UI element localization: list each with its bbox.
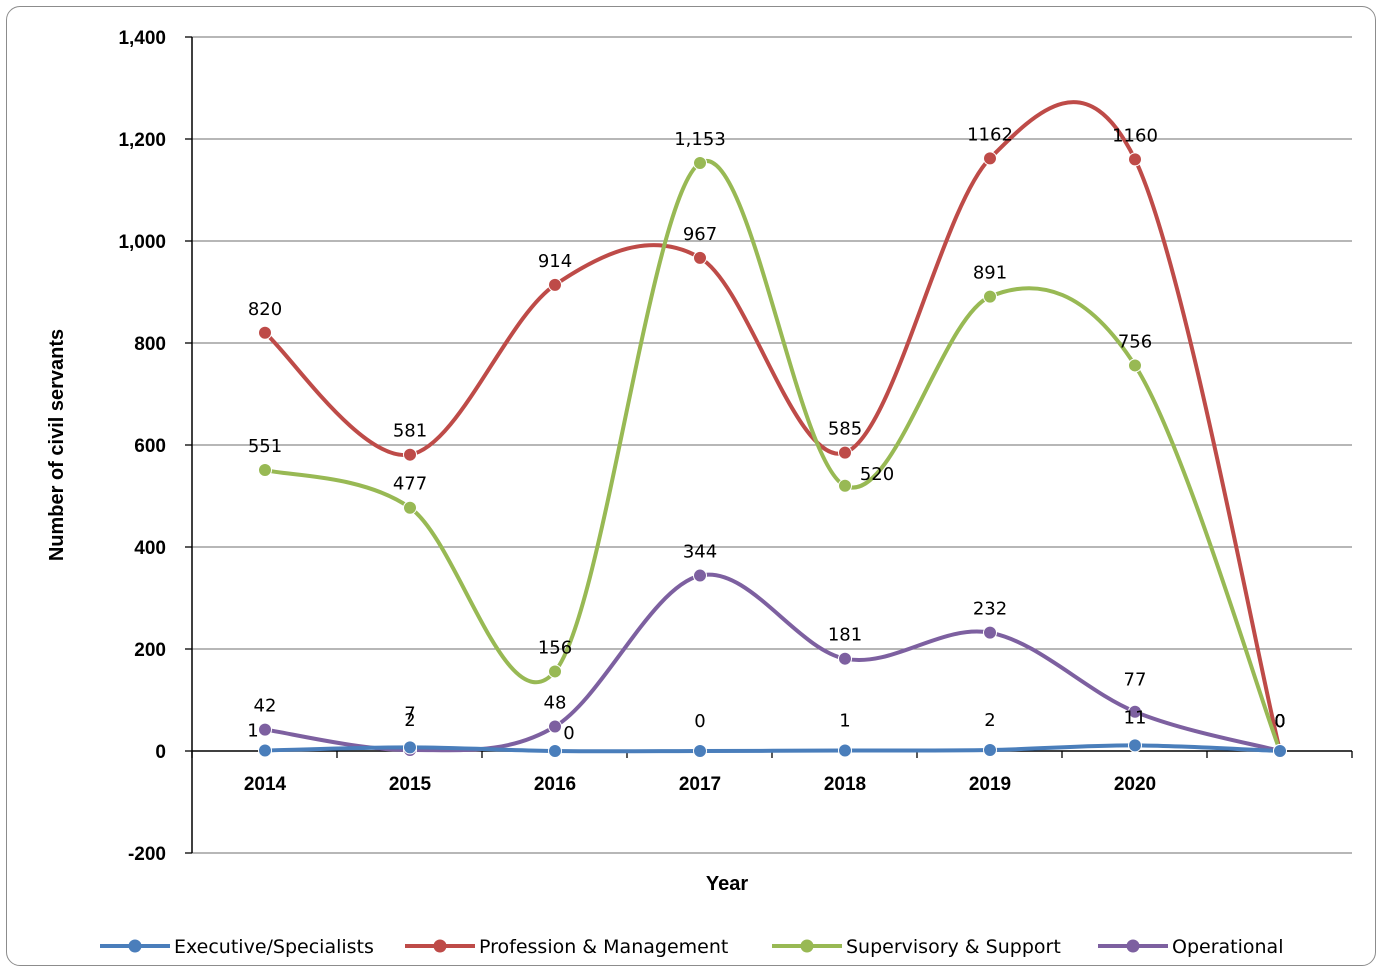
data-label: 1,153 xyxy=(674,129,726,150)
y-tick-label: 200 xyxy=(134,640,166,661)
series-line-0 xyxy=(263,743,1282,754)
legend-marker-0 xyxy=(128,939,142,953)
data-label: 7 xyxy=(404,703,415,724)
data-point xyxy=(983,289,997,304)
data-label: 1 xyxy=(839,710,850,731)
x-tick-label: 2015 xyxy=(389,774,432,795)
data-label: 0 xyxy=(1274,711,1285,732)
data-point xyxy=(1128,152,1142,167)
data-label: 891 xyxy=(973,263,1007,284)
data-point xyxy=(838,478,852,493)
legend-label-0: Executive/Specialists xyxy=(174,936,374,958)
x-tick-label: 2019 xyxy=(969,774,1011,795)
data-label: 1162 xyxy=(967,124,1013,145)
data-label: 11 xyxy=(1124,707,1147,728)
data-point xyxy=(1128,358,1142,373)
y-tick-label: 600 xyxy=(134,436,166,457)
data-point xyxy=(983,625,997,640)
data-label: 77 xyxy=(1124,670,1147,691)
legend-marker-3 xyxy=(1126,939,1140,953)
data-label: 520 xyxy=(860,464,894,485)
data-point xyxy=(983,742,997,757)
legend-label-3: Operational xyxy=(1172,936,1283,958)
data-label: 181 xyxy=(828,625,862,646)
data-label: 585 xyxy=(828,419,862,440)
data-point xyxy=(1128,738,1142,753)
data-label: 756 xyxy=(1118,331,1152,352)
y-tick-label: 800 xyxy=(134,334,166,355)
data-label: 967 xyxy=(683,224,717,245)
chart-frame xyxy=(6,6,1376,966)
data-point xyxy=(838,445,852,460)
data-label: 1160 xyxy=(1112,125,1158,146)
data-label: 2 xyxy=(404,710,415,731)
data-point xyxy=(693,744,707,758)
y-tick-label: 1,000 xyxy=(118,232,166,253)
data-point xyxy=(838,651,852,666)
data-point xyxy=(1273,744,1287,758)
series-points xyxy=(258,151,1287,758)
data-point xyxy=(258,462,272,477)
data-point xyxy=(258,743,272,758)
data-point xyxy=(548,277,562,292)
x-tick-label: 2020 xyxy=(1114,774,1156,795)
data-point xyxy=(403,740,417,755)
x-tick-label: 2018 xyxy=(824,774,866,795)
series-lines xyxy=(263,100,1282,754)
data-label: 2 xyxy=(984,710,995,731)
x-tick-label: 2014 xyxy=(244,774,287,795)
data-point xyxy=(693,155,707,170)
data-point xyxy=(693,250,707,265)
data-label: 581 xyxy=(393,421,427,442)
series-line-1 xyxy=(263,100,1282,753)
data-point xyxy=(548,664,562,679)
x-axis-title: Year xyxy=(706,873,748,895)
data-point xyxy=(548,744,562,758)
data-label: 914 xyxy=(538,251,572,272)
data-point xyxy=(403,447,417,462)
y-tick-label: 1,200 xyxy=(118,130,166,151)
data-point xyxy=(403,500,417,515)
y-tick-label: 400 xyxy=(134,538,166,559)
data-label: 0 xyxy=(1274,711,1285,732)
y-tick-label: -200 xyxy=(128,844,166,865)
data-point xyxy=(693,568,707,583)
legend-label-2: Supervisory & Support xyxy=(846,936,1061,958)
data-label: 820 xyxy=(248,299,282,320)
data-point xyxy=(1128,704,1142,719)
data-point xyxy=(548,719,562,734)
series-line-3 xyxy=(263,572,1282,753)
data-label: 48 xyxy=(544,693,567,714)
legend: Executive/Specialists Profession & Manage… xyxy=(100,936,1283,958)
data-point xyxy=(258,722,272,737)
data-label: 156 xyxy=(538,637,572,658)
data-label: 0 xyxy=(1274,711,1285,732)
data-label: 551 xyxy=(248,436,282,457)
data-label: 232 xyxy=(973,599,1007,620)
legend-label-1: Profession & Management xyxy=(479,936,728,958)
y-tick-label: 0 xyxy=(155,742,166,763)
y-axis-ticks: -200 0 200 400 600 800 1,000 1,200 1,400 xyxy=(118,28,192,865)
data-label: 42 xyxy=(254,696,277,717)
grid-lines xyxy=(192,36,1352,854)
series-line-2 xyxy=(263,159,1282,753)
data-label: 0 xyxy=(563,723,574,744)
legend-marker-1 xyxy=(433,939,447,953)
x-tick-label: 2016 xyxy=(534,774,576,795)
x-tick-label: 2017 xyxy=(679,774,721,795)
data-label: 0 xyxy=(1274,711,1285,732)
data-label: 344 xyxy=(683,542,717,563)
y-tick-label: 1,400 xyxy=(118,28,166,49)
legend-marker-2 xyxy=(800,939,814,953)
data-point xyxy=(258,325,272,340)
data-point xyxy=(983,151,997,166)
data-label: 477 xyxy=(393,474,427,495)
data-point xyxy=(838,743,852,758)
x-axis-ticks: 2014 2015 2016 2017 2018 2019 2020 xyxy=(191,751,1353,795)
data-label: 1 xyxy=(247,720,258,741)
data-label: 0 xyxy=(694,711,705,732)
y-axis-title: Number of civil servants xyxy=(46,329,68,561)
